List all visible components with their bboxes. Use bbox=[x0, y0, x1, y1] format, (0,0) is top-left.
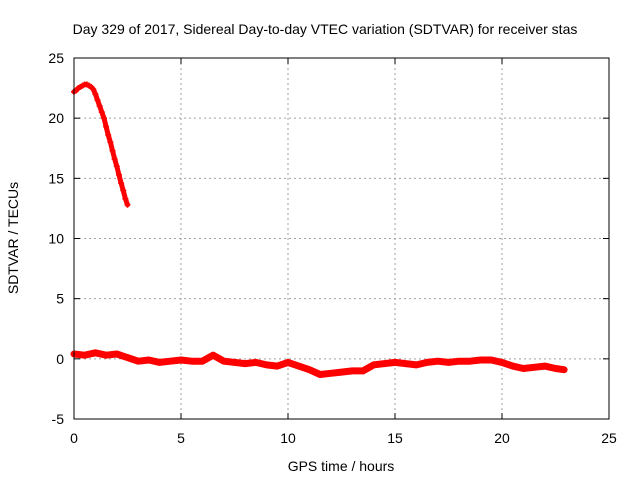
data-point bbox=[274, 363, 281, 370]
data-point bbox=[392, 359, 398, 366]
data-point bbox=[96, 103, 103, 110]
y-tick-labels: -5 0 5 10 15 20 25 bbox=[48, 50, 64, 427]
data-point bbox=[456, 358, 463, 365]
axis-ticks bbox=[73, 57, 610, 420]
data-point bbox=[242, 360, 249, 367]
y-tick-label: -5 bbox=[52, 411, 65, 427]
data-point bbox=[124, 201, 131, 208]
data-point bbox=[285, 359, 291, 366]
y-tick-label: 10 bbox=[48, 231, 64, 247]
data-point bbox=[531, 364, 538, 371]
series-trace bbox=[70, 349, 568, 378]
data-point bbox=[145, 357, 152, 364]
data-point bbox=[92, 349, 99, 356]
series-trace bbox=[71, 82, 130, 208]
x-axis-label: GPS time / hours bbox=[288, 458, 395, 474]
data-point bbox=[124, 354, 131, 361]
x-tick-label: 20 bbox=[494, 430, 510, 446]
data-point bbox=[115, 171, 122, 178]
data-point bbox=[118, 180, 125, 187]
series-baseline bbox=[70, 349, 568, 378]
data-point bbox=[135, 358, 142, 365]
data-point bbox=[109, 147, 116, 154]
data-point bbox=[92, 91, 99, 98]
data-point bbox=[561, 366, 568, 373]
data-point bbox=[445, 359, 452, 366]
data-point bbox=[199, 358, 206, 365]
data-point bbox=[94, 97, 101, 104]
data-point bbox=[103, 352, 110, 359]
x-tick-label: 25 bbox=[601, 430, 617, 446]
data-point bbox=[188, 358, 195, 365]
data-point bbox=[107, 139, 114, 146]
x-tick-label: 10 bbox=[280, 430, 296, 446]
data-point bbox=[90, 86, 97, 93]
data-point bbox=[120, 187, 127, 194]
data-point bbox=[349, 367, 356, 374]
data-point bbox=[103, 123, 110, 130]
data-point bbox=[306, 366, 313, 373]
data-point bbox=[477, 357, 484, 364]
data-point bbox=[231, 359, 238, 366]
data-point bbox=[466, 358, 473, 365]
data-point bbox=[263, 361, 270, 368]
data-point bbox=[113, 163, 120, 170]
data-point bbox=[100, 115, 107, 122]
data-point bbox=[220, 358, 227, 365]
data-point bbox=[434, 358, 441, 365]
y-tick-label: 0 bbox=[56, 351, 64, 367]
data-point bbox=[338, 369, 345, 376]
data-point bbox=[552, 365, 559, 372]
chart-title: Day 329 of 2017, Sidereal Day-to-day VTE… bbox=[73, 21, 578, 37]
x-tick-label: 5 bbox=[177, 430, 185, 446]
series-high-arc bbox=[71, 81, 131, 208]
data-point bbox=[359, 367, 366, 374]
y-tick-label: 25 bbox=[48, 50, 64, 66]
data-point bbox=[402, 360, 409, 367]
data-point bbox=[327, 370, 334, 377]
data-points bbox=[70, 81, 568, 378]
data-point bbox=[111, 156, 118, 163]
x-tick-labels: 0 5 10 15 20 25 bbox=[70, 430, 617, 446]
y-axis-label: SDTVAR / TECUs bbox=[5, 182, 21, 294]
data-point bbox=[81, 352, 88, 359]
data-point bbox=[252, 359, 259, 366]
data-point bbox=[122, 195, 129, 202]
data-point bbox=[520, 365, 527, 372]
data-point bbox=[105, 132, 112, 139]
data-point bbox=[210, 352, 217, 359]
x-tick-label: 0 bbox=[70, 430, 78, 446]
data-point bbox=[317, 371, 324, 378]
y-tick-label: 5 bbox=[56, 291, 64, 307]
y-tick-label: 20 bbox=[48, 110, 64, 126]
data-point bbox=[424, 359, 431, 366]
data-point bbox=[499, 359, 505, 366]
data-point bbox=[381, 360, 388, 367]
data-point bbox=[167, 358, 174, 365]
x-tick-label: 15 bbox=[387, 430, 403, 446]
grid-lines bbox=[74, 58, 609, 419]
data-point bbox=[541, 363, 548, 370]
data-point bbox=[413, 361, 420, 368]
data-point bbox=[370, 361, 377, 368]
data-point bbox=[156, 359, 163, 366]
data-point bbox=[178, 357, 184, 364]
y-tick-label: 15 bbox=[48, 170, 64, 186]
data-point bbox=[295, 363, 302, 370]
data-point bbox=[488, 357, 495, 364]
data-point bbox=[509, 363, 516, 370]
data-point bbox=[113, 351, 120, 358]
data-point bbox=[98, 109, 105, 116]
